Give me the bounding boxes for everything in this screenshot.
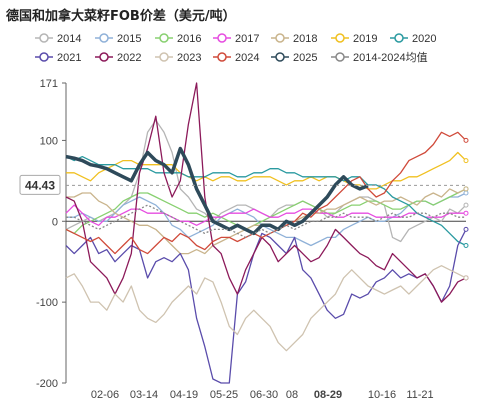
y-tick-label: 100 — [40, 135, 58, 147]
series-end-marker-2024 — [463, 137, 469, 143]
series-layer — [65, 82, 469, 384]
legend-swatch-circle — [217, 33, 227, 43]
legend-label: 2018 — [293, 33, 317, 45]
legend-label: 2023 — [177, 52, 201, 64]
legend-swatch-circle — [39, 52, 49, 62]
legend-item-2023: 2023 — [155, 52, 201, 64]
legend-swatch-circle — [159, 33, 169, 43]
x-tick-label: 02-06 — [91, 389, 119, 401]
chart-title: 德国和加拿大菜籽FOB价差（美元/吨） — [6, 9, 236, 24]
series-end-marker-2020 — [463, 243, 469, 249]
legend-swatch-circle — [394, 33, 404, 43]
y-tick-label: 171 — [40, 78, 58, 90]
series-end-marker-2021 — [463, 226, 469, 232]
x-tick-label: 08 — [286, 389, 298, 401]
legend-item-2022: 2022 — [95, 52, 141, 64]
legend-label: 2020 — [412, 33, 436, 45]
series-end-marker-2017 — [463, 210, 469, 216]
legend-swatch-circle — [99, 33, 109, 43]
legend-item-2020: 2020 — [390, 33, 436, 45]
series-line-2024 — [65, 131, 467, 255]
x-tick-label: 11-21 — [406, 389, 433, 401]
legend-label: 2014 — [57, 33, 81, 45]
x-cursor-label: 08-29 — [314, 389, 342, 401]
x-tick-label: 06-30 — [250, 389, 278, 401]
legend-swatch-circle — [159, 52, 169, 62]
x-tick-label: 04-19 — [170, 389, 198, 401]
legend-label: 2019 — [353, 33, 377, 45]
legend-item-2018: 2018 — [271, 33, 317, 45]
cursor-value-label: 44.43 — [25, 178, 55, 192]
series-line-2015 — [66, 192, 467, 247]
series-line-2020 — [65, 155, 467, 247]
legend-item-2024: 2024 — [213, 52, 259, 64]
cursor-value-box — [19, 174, 61, 195]
legend-swatch-circle — [275, 33, 285, 43]
x-tick-label: 05-25 — [210, 389, 238, 401]
y-tick-label: -100 — [36, 297, 58, 309]
legend-item-2025: 2025 — [271, 52, 317, 64]
axes: 171 100 0 -100 -200 02-06 03-14 04-19 05-25 06-30… — [36, 78, 466, 401]
legend-swatch-circle — [99, 52, 109, 62]
legend-label: 2021 — [57, 52, 81, 64]
series-line-2014 — [65, 119, 467, 243]
legend-item-2014-2024均值: 2014-2024均值 — [331, 51, 428, 64]
legend-item-2017: 2017 — [213, 33, 259, 45]
series-end-marker-2018 — [463, 186, 469, 192]
legend-label: 2015 — [117, 33, 141, 45]
legend-swatch-circle — [39, 33, 49, 43]
legend-label: 2016 — [177, 33, 201, 45]
series-line-2021 — [65, 229, 467, 384]
series-line-2014-2024均值 — [66, 204, 466, 239]
legend-label: 2022 — [117, 52, 141, 64]
series-line-2022 — [65, 82, 467, 303]
legend-item-2021: 2021 — [35, 52, 81, 64]
legend-item-2019: 2019 — [331, 33, 377, 45]
legend-label: 2014-2024均值 — [353, 51, 428, 64]
legend-swatch-circle — [275, 52, 285, 62]
series-line-2019 — [66, 151, 467, 190]
series-line-2023 — [65, 265, 467, 352]
legend-swatch-circle — [217, 52, 227, 62]
x-tick-label: 10-16 — [368, 389, 396, 401]
series-end-marker-2019 — [463, 158, 469, 164]
legend: 2014 2015 2016 2017 2018 2019 2020 2021 2022 2023… — [35, 33, 436, 64]
cursor-layer: 44.43 — [19, 174, 466, 195]
legend-label: 2024 — [235, 52, 259, 64]
y-tick-label: -200 — [36, 378, 58, 390]
legend-item-2014: 2014 — [35, 33, 81, 45]
series-line-2016 — [65, 188, 467, 235]
series-line-2025 — [65, 146, 369, 236]
series-end-marker-2014 — [463, 202, 469, 208]
y-tick-label: 0 — [52, 216, 58, 228]
series-end-marker-2015 — [463, 190, 469, 196]
series-end-marker-2023 — [463, 275, 469, 281]
legend-item-2016: 2016 — [155, 33, 201, 45]
legend-swatch-circle — [335, 52, 345, 62]
legend-label: 2025 — [293, 52, 317, 64]
legend-swatch-circle — [335, 33, 345, 43]
legend-label: 2017 — [235, 33, 259, 45]
legend-item-2015: 2015 — [95, 33, 141, 45]
x-tick-label: 03-14 — [130, 389, 158, 401]
